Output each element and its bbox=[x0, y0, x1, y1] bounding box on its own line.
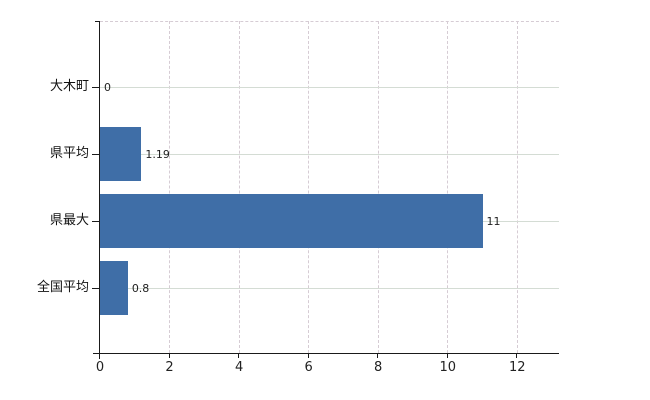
v-gridline bbox=[447, 21, 449, 353]
y-tick bbox=[92, 221, 100, 222]
v-gridline bbox=[238, 21, 240, 353]
y-axis-line bbox=[99, 21, 100, 359]
bar-value-label: 0 bbox=[104, 81, 111, 94]
x-tick bbox=[99, 353, 100, 358]
x-tick-label: 10 bbox=[439, 360, 456, 375]
x-tick bbox=[377, 353, 379, 358]
x-tick bbox=[238, 353, 240, 358]
bar-value-label: 11 bbox=[486, 215, 501, 228]
x-tick bbox=[446, 353, 448, 358]
v-gridline bbox=[169, 21, 171, 353]
x-tick-label: 2 bbox=[165, 360, 174, 375]
y-axis-label: 大木町 bbox=[49, 79, 89, 94]
x-tick bbox=[307, 353, 309, 358]
h-gridline bbox=[100, 154, 559, 155]
h-gridline bbox=[100, 288, 559, 289]
v-gridline bbox=[516, 21, 518, 353]
y-tick bbox=[92, 87, 100, 88]
y-axis-top-tick bbox=[95, 21, 100, 22]
bar bbox=[100, 194, 483, 248]
bar bbox=[100, 261, 128, 315]
bar-value-label: 1.19 bbox=[145, 148, 170, 161]
plot-area: 0 1.19 11 0.8 bbox=[100, 21, 559, 353]
x-axis-line bbox=[93, 353, 559, 354]
bar-value-label: 0.8 bbox=[131, 282, 150, 295]
y-tick bbox=[92, 154, 100, 155]
bar bbox=[100, 127, 142, 181]
x-tick-label: 12 bbox=[508, 360, 526, 375]
x-tick-label: 8 bbox=[374, 360, 383, 375]
x-tick bbox=[168, 353, 170, 358]
x-tick-label: 6 bbox=[304, 360, 313, 375]
v-gridline bbox=[308, 21, 310, 353]
h-gridline bbox=[100, 87, 559, 88]
y-axis-label: 県平均 bbox=[49, 146, 89, 161]
top-gridline bbox=[100, 21, 559, 22]
v-gridline bbox=[377, 21, 379, 353]
y-tick bbox=[92, 288, 100, 289]
y-axis-label: 県最大 bbox=[49, 213, 89, 228]
y-axis-label: 全国平均 bbox=[36, 280, 89, 295]
x-tick-label: 0 bbox=[95, 360, 105, 375]
x-tick bbox=[516, 353, 518, 358]
x-tick-label: 4 bbox=[234, 360, 244, 375]
